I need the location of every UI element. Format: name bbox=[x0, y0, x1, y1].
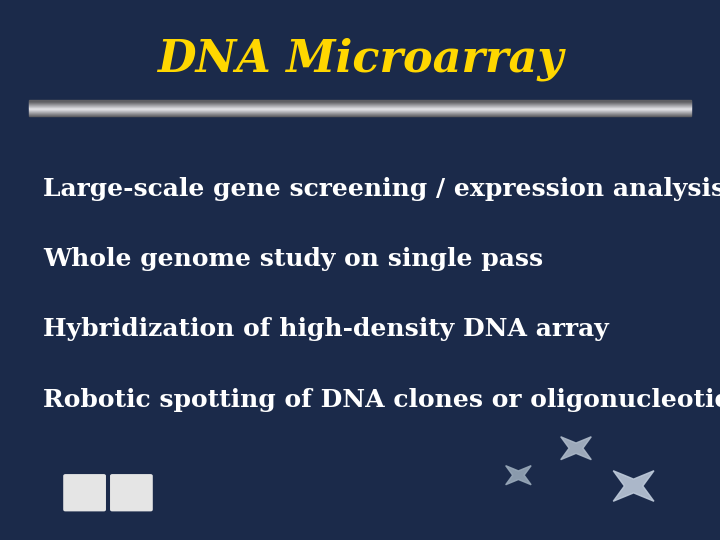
FancyBboxPatch shape bbox=[113, 477, 150, 509]
FancyBboxPatch shape bbox=[112, 476, 150, 509]
FancyBboxPatch shape bbox=[64, 475, 105, 511]
Text: Robotic spotting of DNA clones or oligonucleotides: Robotic spotting of DNA clones or oligon… bbox=[43, 388, 720, 411]
FancyBboxPatch shape bbox=[122, 484, 141, 501]
FancyBboxPatch shape bbox=[77, 487, 92, 499]
FancyBboxPatch shape bbox=[118, 481, 145, 504]
Polygon shape bbox=[561, 437, 591, 460]
FancyBboxPatch shape bbox=[66, 476, 104, 509]
FancyBboxPatch shape bbox=[115, 479, 148, 507]
FancyBboxPatch shape bbox=[114, 478, 148, 508]
FancyBboxPatch shape bbox=[65, 476, 104, 510]
FancyBboxPatch shape bbox=[111, 475, 152, 511]
FancyBboxPatch shape bbox=[122, 485, 140, 500]
FancyBboxPatch shape bbox=[125, 487, 138, 498]
FancyBboxPatch shape bbox=[65, 475, 104, 510]
Text: Whole genome study on single pass: Whole genome study on single pass bbox=[43, 247, 544, 271]
FancyBboxPatch shape bbox=[68, 479, 101, 507]
FancyBboxPatch shape bbox=[76, 485, 94, 500]
Text: Hybridization of high-density DNA array: Hybridization of high-density DNA array bbox=[43, 318, 609, 341]
FancyBboxPatch shape bbox=[119, 482, 144, 504]
FancyBboxPatch shape bbox=[112, 475, 151, 510]
FancyBboxPatch shape bbox=[72, 482, 97, 503]
FancyBboxPatch shape bbox=[66, 477, 103, 509]
FancyBboxPatch shape bbox=[121, 484, 142, 502]
FancyBboxPatch shape bbox=[71, 481, 98, 504]
Text: DNA Microarray: DNA Microarray bbox=[157, 38, 563, 81]
FancyBboxPatch shape bbox=[72, 482, 97, 504]
FancyBboxPatch shape bbox=[67, 477, 102, 508]
FancyBboxPatch shape bbox=[63, 474, 106, 511]
FancyBboxPatch shape bbox=[78, 487, 91, 498]
FancyBboxPatch shape bbox=[123, 486, 140, 500]
FancyBboxPatch shape bbox=[116, 480, 147, 506]
FancyBboxPatch shape bbox=[122, 485, 140, 501]
FancyBboxPatch shape bbox=[73, 483, 96, 502]
FancyBboxPatch shape bbox=[76, 486, 93, 500]
FancyBboxPatch shape bbox=[73, 483, 96, 503]
FancyBboxPatch shape bbox=[119, 482, 144, 503]
FancyBboxPatch shape bbox=[68, 478, 101, 507]
FancyBboxPatch shape bbox=[76, 485, 94, 501]
FancyBboxPatch shape bbox=[120, 483, 143, 502]
Text: Large-scale gene screening / expression analysis: Large-scale gene screening / expression … bbox=[43, 177, 720, 201]
Polygon shape bbox=[613, 471, 654, 501]
FancyBboxPatch shape bbox=[112, 476, 151, 510]
FancyBboxPatch shape bbox=[74, 484, 95, 502]
FancyBboxPatch shape bbox=[117, 480, 146, 505]
FancyBboxPatch shape bbox=[117, 481, 145, 505]
FancyBboxPatch shape bbox=[68, 478, 102, 508]
FancyBboxPatch shape bbox=[115, 478, 148, 507]
FancyBboxPatch shape bbox=[124, 487, 139, 499]
FancyBboxPatch shape bbox=[120, 483, 143, 503]
FancyBboxPatch shape bbox=[69, 480, 100, 506]
FancyBboxPatch shape bbox=[75, 484, 94, 501]
Polygon shape bbox=[505, 465, 531, 485]
FancyBboxPatch shape bbox=[114, 477, 149, 508]
FancyBboxPatch shape bbox=[110, 474, 153, 511]
FancyBboxPatch shape bbox=[70, 480, 99, 505]
FancyBboxPatch shape bbox=[71, 481, 99, 505]
